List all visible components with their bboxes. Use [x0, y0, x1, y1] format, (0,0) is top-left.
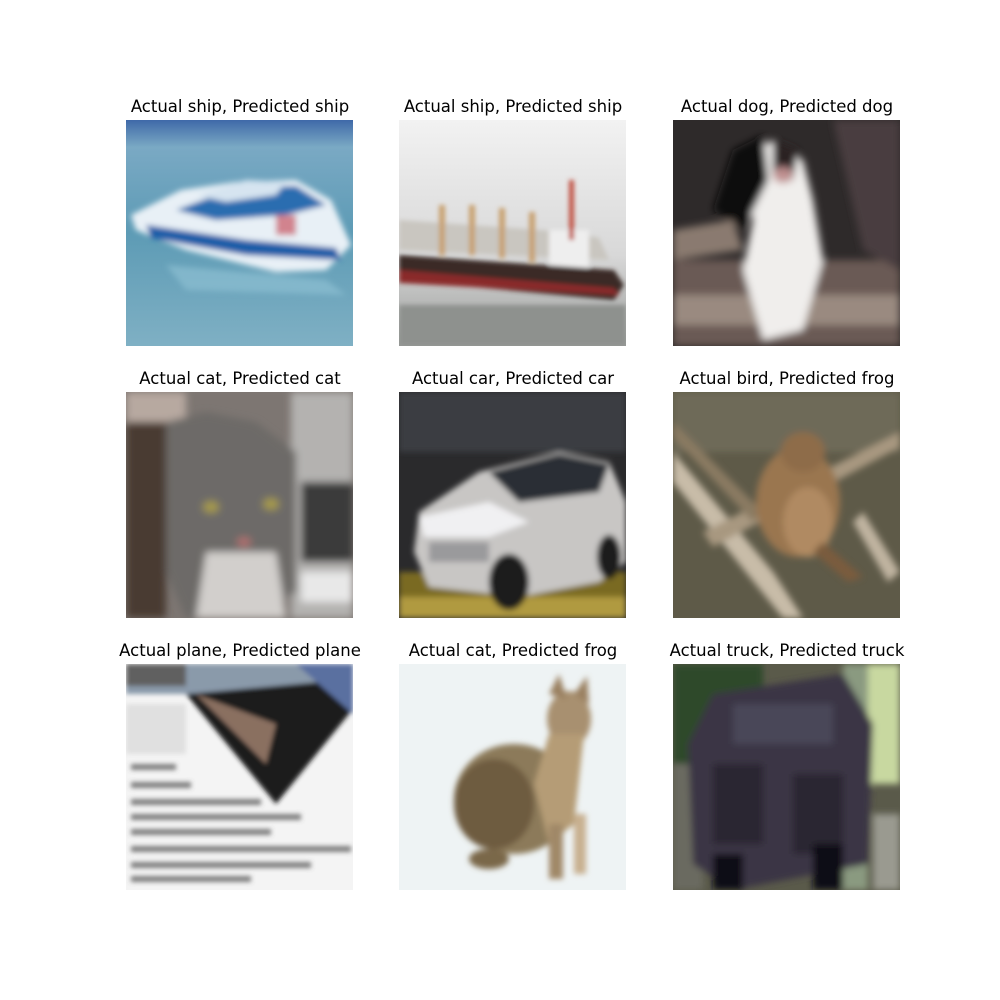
- panel-image-bird: [673, 392, 900, 618]
- panel-title: Actual bird, Predicted frog: [679, 369, 895, 388]
- panel-title: Actual truck, Predicted truck: [669, 641, 905, 660]
- panel-image-grey-cat: [126, 392, 353, 618]
- panel-title: Actual cat, Predicted cat: [139, 369, 341, 388]
- panel-title: Actual plane, Predicted plane: [119, 641, 361, 660]
- panel-image-dog: [673, 120, 900, 346]
- panel-title: Actual ship, Predicted ship: [403, 97, 623, 116]
- panel-image-speedboat: [126, 120, 353, 346]
- panel-title: Actual car, Predicted car: [411, 369, 615, 388]
- panel-image-cargo-ship: [399, 120, 626, 346]
- panel-image-truck: [673, 664, 900, 890]
- panel-title: Actual cat, Predicted frog: [408, 641, 618, 660]
- panel-title: Actual dog, Predicted dog: [680, 97, 894, 116]
- panel-image-plane: [126, 664, 353, 890]
- panel-image-silver-car: [399, 392, 626, 618]
- panel-title: Actual ship, Predicted ship: [130, 97, 350, 116]
- panel-image-tabby-cat: [399, 664, 626, 890]
